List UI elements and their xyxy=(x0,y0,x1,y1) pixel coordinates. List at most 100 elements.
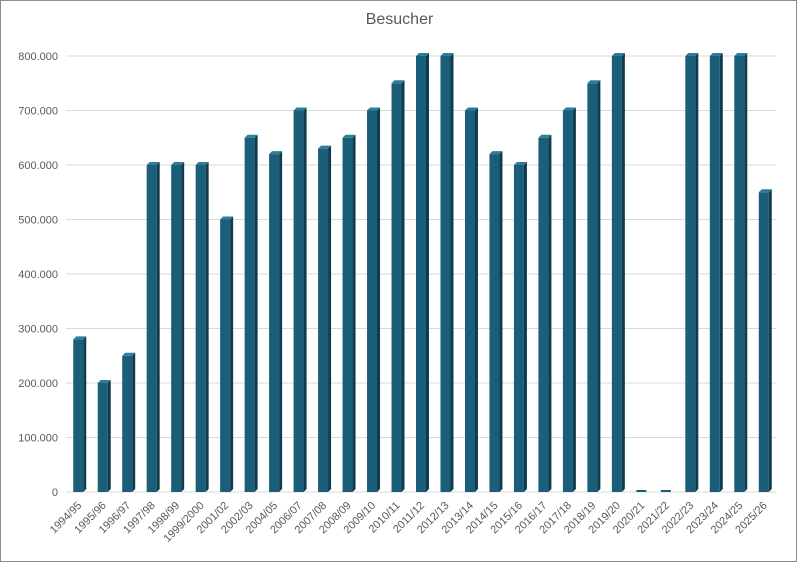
bar-front xyxy=(758,192,769,492)
bar-side xyxy=(474,107,478,492)
bar-front xyxy=(440,56,451,492)
bar-front xyxy=(244,137,255,492)
bar-front xyxy=(562,110,573,492)
bar-top xyxy=(195,162,209,165)
bar-top xyxy=(538,134,552,138)
bar xyxy=(709,53,723,492)
bar xyxy=(318,145,332,492)
y-tick-label: 200.000 xyxy=(18,378,58,390)
bar-front xyxy=(269,154,280,492)
bar-side xyxy=(401,80,405,492)
bar-side xyxy=(450,53,454,492)
y-tick-label: 800.000 xyxy=(18,51,58,63)
bar-side xyxy=(719,53,723,492)
bar xyxy=(489,151,503,492)
bar xyxy=(611,53,625,492)
bar xyxy=(195,162,209,492)
bar xyxy=(734,53,748,492)
bar-front xyxy=(122,355,133,492)
y-tick-label: 0 xyxy=(52,487,58,499)
bar-front xyxy=(587,83,598,492)
bar-side xyxy=(156,162,160,492)
bar-front xyxy=(342,137,353,492)
y-tick-label: 500.000 xyxy=(18,215,58,227)
bar xyxy=(636,490,647,492)
bar-front xyxy=(538,137,549,492)
bar-front xyxy=(220,219,231,492)
bar xyxy=(146,162,160,492)
bar-front xyxy=(293,110,304,492)
bar-top xyxy=(244,134,258,138)
y-tick-label: 600.000 xyxy=(18,160,58,172)
bar-top xyxy=(342,134,356,138)
bar-top xyxy=(171,162,185,165)
bar xyxy=(464,107,478,492)
chart-title: Besucher xyxy=(365,11,434,28)
bar-side xyxy=(205,162,209,492)
bar-front xyxy=(636,490,647,492)
bar-top xyxy=(709,53,723,56)
bar xyxy=(416,53,429,492)
bar-top xyxy=(758,189,772,193)
bar-front xyxy=(513,165,524,492)
bar xyxy=(660,490,671,492)
bar-front xyxy=(489,154,500,492)
bar-front xyxy=(318,148,329,492)
bar-top xyxy=(367,107,381,111)
bar xyxy=(587,80,601,492)
bar-top xyxy=(513,162,527,165)
bar xyxy=(122,352,136,492)
bar-top xyxy=(489,151,503,155)
bar xyxy=(391,80,405,492)
bar-front xyxy=(195,165,206,492)
bar xyxy=(171,162,185,492)
bar-side xyxy=(695,53,699,492)
bar xyxy=(97,380,111,492)
bar-top xyxy=(318,145,332,149)
bar xyxy=(244,134,258,492)
bar-top xyxy=(73,336,87,340)
bar xyxy=(367,107,381,492)
bar-front xyxy=(171,165,182,492)
bar-side xyxy=(352,134,356,492)
bar-side xyxy=(597,80,601,492)
bar-side xyxy=(572,107,576,492)
bar xyxy=(73,336,87,492)
bar xyxy=(269,151,283,492)
bar-side xyxy=(279,151,283,492)
bar xyxy=(685,53,699,492)
bar-side xyxy=(499,151,503,492)
bar-side xyxy=(744,53,748,492)
bar-front xyxy=(73,339,84,492)
bar-front xyxy=(367,110,378,492)
bar-side xyxy=(328,145,332,492)
y-tick-label: 400.000 xyxy=(18,269,58,281)
bar-side xyxy=(254,134,258,492)
y-tick-label: 100.000 xyxy=(18,433,58,445)
bar xyxy=(293,107,307,492)
bar-top xyxy=(122,352,136,356)
bar-top xyxy=(685,53,699,56)
bar-top xyxy=(146,162,160,165)
bar-top xyxy=(562,107,576,111)
bar-side xyxy=(523,162,527,492)
bar-top xyxy=(97,380,111,383)
bar-side xyxy=(768,189,772,492)
bar-side xyxy=(181,162,185,492)
bar-front xyxy=(611,56,622,492)
bar xyxy=(342,134,356,492)
bar-top xyxy=(293,107,307,111)
bar-top xyxy=(440,53,454,56)
bar-front xyxy=(685,56,696,492)
bar-top xyxy=(416,53,429,56)
bar-top xyxy=(220,216,234,220)
bar-front xyxy=(416,56,426,492)
bar-side xyxy=(621,53,625,492)
bar xyxy=(562,107,576,492)
y-tick-label: 300.000 xyxy=(18,324,58,336)
bar xyxy=(513,162,527,492)
bar-side xyxy=(548,134,552,492)
bar-side xyxy=(303,107,307,492)
